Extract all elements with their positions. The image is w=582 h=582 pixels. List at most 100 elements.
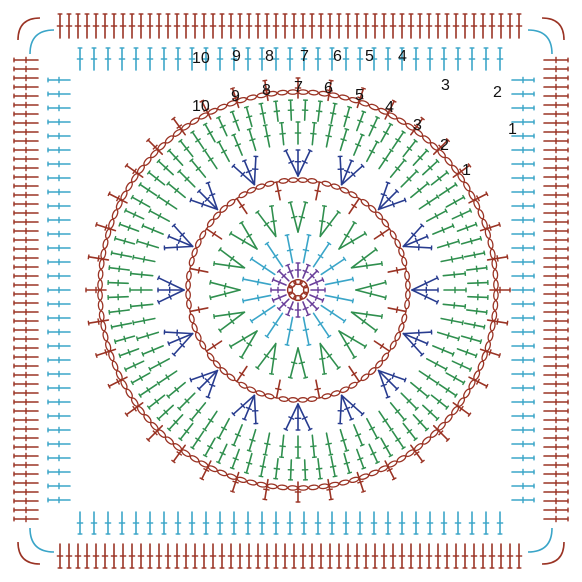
border-stitch [299,13,307,39]
border-stitch [326,13,334,39]
border-stitch [92,543,100,569]
stitch-crossbar [438,144,444,150]
round1-stitch [310,286,326,294]
stitch-crossbar [365,262,368,269]
border-stitch [511,496,535,504]
stitch-cap [190,446,195,450]
stitch-cap [305,263,311,267]
chain-stitch [308,89,319,96]
round7-stitch [202,437,216,458]
border-stitch [482,511,490,535]
round8-stitch [199,99,212,120]
stitch-cap [391,477,397,481]
stitch-post [411,276,439,291]
stitch-post [189,199,219,211]
border-stitch [200,13,208,39]
stitch-crossbar [211,230,217,237]
round7-stitch [391,430,406,450]
stitch-crossbar [488,224,492,231]
stitch-crossbar [240,171,246,178]
round3-stitch [269,342,277,375]
round1-stitch [302,263,311,279]
chain-stitch [396,455,407,463]
stitch-cap [231,443,237,447]
round7-stitch [356,110,367,132]
stitch-crossbar [219,124,226,129]
round3-stitch [209,289,241,301]
chain-stitch [481,350,488,362]
round4-stitch [387,266,408,274]
stitch-cap [359,443,365,447]
round4-stitch [387,306,408,314]
stitch-cap [141,223,145,229]
corner-loop-brown [17,541,41,565]
chain-stitch [111,209,119,220]
stitch-cap [166,427,172,432]
border-stitch [425,543,433,569]
border-stitch [328,47,336,71]
round7-stitch [343,452,353,475]
border-stitch [470,543,478,569]
border-stitch [344,13,352,39]
stitch-post [302,234,310,264]
stitch-post [266,312,284,338]
round-label-arc-6: 6 [324,80,333,97]
border-stitch [13,353,39,361]
chain-stitch [493,289,499,301]
border-stitch [202,511,210,535]
stitch-crossbar [423,293,429,300]
border-stitch [506,13,514,39]
chain-stitch [489,320,496,332]
stitch-crossbar [127,349,131,356]
corner-loop-brown [541,541,565,565]
border-stitch [272,543,280,569]
chain-stitch [212,211,221,220]
stitch-crossbar [438,430,444,436]
round8-stitch [326,478,334,501]
round6-stitch [132,317,156,326]
stitch-post [339,394,343,425]
stitch-cap [336,366,341,371]
stitch-crossbar [406,146,413,152]
stitch-cap [326,241,332,246]
round3-stitch [350,261,383,269]
border-stitch [110,543,118,569]
stitch-cap [424,427,430,432]
stitch-crossbar [241,335,247,342]
stitch-crossbar [329,309,335,316]
stitch-cap [249,256,254,262]
border-stitch [236,543,244,569]
round5-stitch [294,149,302,177]
round7-stitch [156,158,174,176]
border-stitch [13,470,39,478]
corner-loop-brown [17,17,41,41]
chain-stitch [487,238,494,250]
stitch-crossbar [115,378,121,385]
stitch-crossbar [264,442,271,446]
round-label-arc-7: 7 [294,79,303,96]
border-stitch [47,188,71,196]
round4-stitch [274,379,282,400]
border-stitch [74,13,82,39]
border-stitch [384,511,392,535]
stitch-crossbar [416,187,422,194]
border-stitch [511,146,535,154]
border-stitch [202,47,210,71]
round7-stitch [202,122,216,143]
border-stitch [543,470,569,478]
border-stitch [384,47,392,71]
stitch-post [250,258,276,276]
round6-stitch [129,302,154,309]
round3-stitch [297,347,309,379]
stitch-crossbar [423,280,429,287]
stitch-cap [287,376,293,379]
stitch-crossbar [382,418,389,423]
round8-stitch [479,348,502,359]
stitch-cap [255,209,260,214]
round7-stitch [138,383,158,398]
round6-stitch [189,158,207,178]
border-stitch [191,13,199,39]
stitch-cap [485,309,488,315]
stitch-crossbar [441,346,445,354]
round6-stitch [148,208,171,222]
